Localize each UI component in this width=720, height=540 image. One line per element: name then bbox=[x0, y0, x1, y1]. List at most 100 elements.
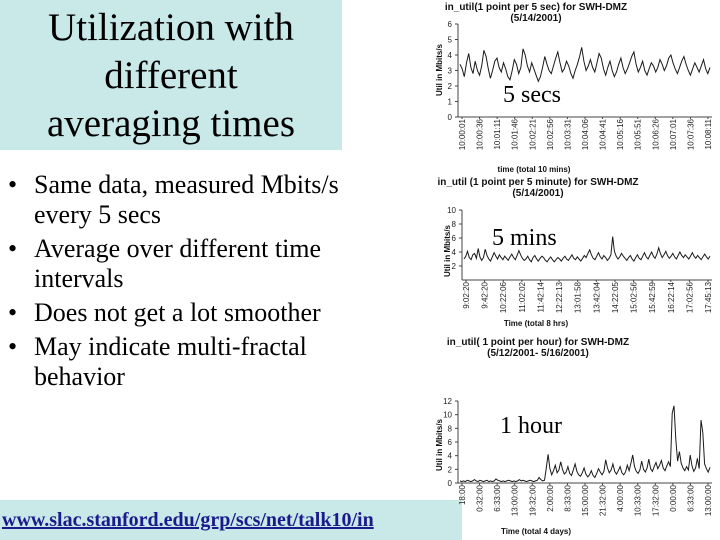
title-line: averaging times bbox=[47, 102, 295, 145]
x-tick-label: 10:08:11 bbox=[704, 118, 713, 149]
x-tick-label: 17:32:00 bbox=[651, 484, 660, 516]
series-line bbox=[459, 47, 711, 83]
footer-url-link[interactable]: www.slac.stanford.edu/grp/scs/net/talk10… bbox=[2, 509, 374, 531]
title-line: different bbox=[104, 54, 238, 97]
x-tick-label: 9:42:20 bbox=[481, 281, 490, 308]
y-axis-label: Util in Mbits/s bbox=[443, 224, 452, 277]
chart-title: in_util (1 point per 5 minute) for SWH-D… bbox=[437, 177, 638, 188]
x-tick-label: 15:00:00 bbox=[581, 484, 590, 516]
y-tick-label: 8 bbox=[452, 220, 457, 229]
x-tick-label: 12:22:13 bbox=[555, 281, 564, 313]
y-tick-label: 6 bbox=[448, 20, 453, 29]
x-tick-label: 13:01:58 bbox=[574, 281, 583, 313]
bullet-text: every 5 secs bbox=[34, 200, 162, 229]
y-axis-label: Util in Mbits/s bbox=[435, 418, 444, 471]
bullet-item: • May indicate multi-fractal behavior bbox=[6, 332, 426, 392]
x-axis-label: Time (total 8 hrs) bbox=[504, 319, 569, 328]
x-axis-label: time (total 10 mins) bbox=[498, 165, 571, 174]
title-box: Utilization with different averaging tim… bbox=[0, 0, 342, 150]
bullet-glyph: • bbox=[8, 332, 18, 361]
x-tick-label: 10:02:56 bbox=[546, 118, 555, 150]
x-tick-label: 10:07:36 bbox=[686, 118, 695, 150]
bullet-text: Average over different time bbox=[34, 234, 322, 263]
y-tick-label: 6 bbox=[448, 438, 453, 447]
x-tick-label: 16:22:14 bbox=[667, 281, 676, 313]
chart-subtitle: (5/14/2001) bbox=[512, 188, 563, 199]
slide-title: Utilization with different averaging tim… bbox=[0, 0, 342, 148]
chart-5-mins: in_util (1 point per 5 minute) for SWH-D… bbox=[437, 177, 713, 328]
x-tick-label: 14:22:05 bbox=[611, 281, 620, 313]
y-tick-label: 10 bbox=[443, 411, 452, 420]
x-tick-label: 19:32:00 bbox=[528, 484, 537, 516]
x-tick-label: 10:33:00 bbox=[634, 484, 643, 516]
chart-title: in_util( 1 point per hour) for SWH-DMZ bbox=[447, 337, 629, 348]
x-tick-label: 10:00:01 bbox=[458, 118, 467, 150]
x-tick-label: 10:04:06 bbox=[581, 118, 590, 150]
y-tick-label: 2 bbox=[448, 465, 453, 474]
bullet-text: behavior bbox=[34, 362, 125, 391]
x-tick-label: 17:45:13 bbox=[704, 281, 713, 313]
x-tick-label: 10:22:06 bbox=[499, 281, 508, 313]
x-tick-label: 10:06:26 bbox=[651, 118, 660, 150]
x-tick-label: 13:00:00 bbox=[511, 484, 520, 516]
y-tick-label: 8 bbox=[448, 424, 453, 433]
x-tick-label: 21:32:00 bbox=[599, 484, 608, 516]
x-tick-label: 10:02:21 bbox=[528, 118, 537, 150]
bullet-text: intervals bbox=[34, 264, 124, 293]
y-tick-label: 0 bbox=[448, 113, 453, 122]
interval-annotation: 1 hour bbox=[500, 413, 562, 439]
x-tick-label: 2:00:00 bbox=[546, 484, 555, 511]
footer-url-bar: www.slac.stanford.edu/grp/scs/net/talk10… bbox=[0, 500, 462, 540]
bullet-text: Does not get a lot smoother bbox=[34, 298, 321, 327]
title-line: Utilization with bbox=[48, 6, 294, 49]
y-tick-label: 6 bbox=[452, 234, 457, 243]
x-tick-label: 15:42:59 bbox=[648, 281, 657, 313]
x-tick-label: 10:04:41 bbox=[599, 118, 608, 150]
x-tick-label: 11:02:02 bbox=[518, 281, 527, 312]
x-tick-label: 10:00:36 bbox=[476, 118, 485, 150]
bullet-glyph: • bbox=[8, 298, 18, 327]
y-tick-label: 2 bbox=[452, 262, 457, 271]
y-tick-label: 4 bbox=[452, 248, 457, 257]
x-tick-label: 10:05:51 bbox=[634, 118, 643, 150]
bullet-text: May indicate multi-fractal bbox=[34, 332, 307, 361]
y-tick-label: 1 bbox=[448, 98, 453, 107]
x-tick-label: 6:33:00 bbox=[686, 484, 695, 511]
x-tick-label: 4:00:00 bbox=[616, 484, 625, 511]
bullet-text: Same data, measured Mbits/s bbox=[34, 170, 339, 199]
bullet-item: • Same data, measured Mbits/s every 5 se… bbox=[6, 170, 426, 230]
x-tick-label: 10:01:11 bbox=[493, 118, 502, 149]
x-tick-label: 10:01:46 bbox=[511, 118, 520, 150]
bullet-item: • Does not get a lot smoother bbox=[6, 298, 426, 328]
y-tick-label: 5 bbox=[448, 36, 453, 45]
y-tick-label: 4 bbox=[448, 452, 453, 461]
y-tick-label: 2 bbox=[448, 82, 453, 91]
y-tick-label: 0 bbox=[448, 479, 453, 488]
x-tick-label: 10:07:01 bbox=[669, 118, 678, 150]
interval-annotation: 5 secs bbox=[503, 82, 561, 108]
x-tick-label: 10:05:16 bbox=[616, 118, 625, 150]
bullet-glyph: • bbox=[8, 234, 18, 263]
x-tick-label: 0:00:00 bbox=[669, 484, 678, 511]
x-axis-label: Time (total 4 days) bbox=[501, 527, 571, 536]
x-tick-label: 18:00 bbox=[458, 484, 467, 505]
series-line bbox=[463, 236, 711, 263]
x-tick-label: 13:00:00 bbox=[704, 484, 713, 516]
bullet-glyph: • bbox=[8, 170, 18, 199]
x-tick-label: 8:33:00 bbox=[563, 484, 572, 511]
x-tick-label: 9:02:20 bbox=[462, 281, 471, 308]
chart-1-hour: in_util( 1 point per hour) for SWH-DMZ(5… bbox=[435, 337, 713, 536]
x-tick-label: 17:02:56 bbox=[685, 281, 694, 313]
x-tick-label: 13:42:04 bbox=[592, 281, 601, 313]
y-tick-label: 4 bbox=[448, 51, 453, 60]
y-axis-label: Util in Mbits/s bbox=[435, 43, 444, 96]
chart-subtitle: (5/12/2001- 5/16/2001) bbox=[487, 348, 589, 359]
y-tick-label: 3 bbox=[448, 67, 453, 76]
x-tick-label: 0:32:00 bbox=[476, 484, 485, 511]
x-tick-label: 6:33:00 bbox=[493, 484, 502, 511]
x-tick-label: 10:03:31 bbox=[563, 118, 572, 150]
chart-title: in_util(1 point per 5 sec) for SWH-DMZ bbox=[445, 2, 627, 13]
series-line bbox=[459, 405, 711, 483]
x-tick-label: 11:42:14 bbox=[536, 281, 545, 312]
y-tick-label: 10 bbox=[447, 206, 456, 215]
